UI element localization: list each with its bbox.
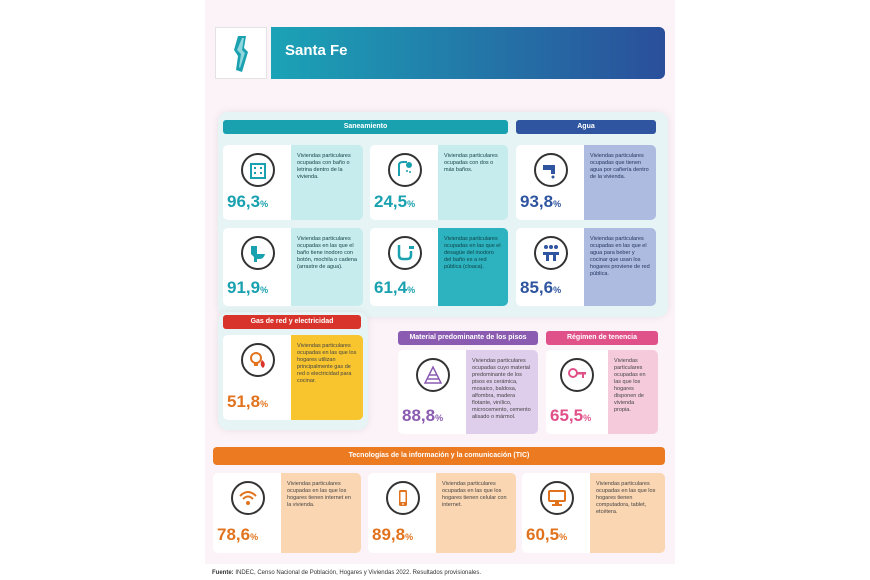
section-tic: Tecnologías de la información y la comun… [213, 447, 665, 465]
value-dos-banios: 24,5% [374, 192, 416, 211]
card-celular: 89,8% Viviendas particulares ocupadas en… [368, 473, 516, 553]
desc-computadora: Viviendas particulares ocupadas en las q… [596, 481, 656, 515]
card-banio-letrina: 96,3% Viviendas particulares ocupadas co… [223, 145, 363, 220]
card-pisos: 88,8% Viviendas particulares ocupadas cu… [398, 350, 538, 434]
desc-banio-letrina: Viviendas particulares ocupadas con baño… [297, 153, 351, 180]
card-computadora: 60,5% Viviendas particulares ocupadas en… [522, 473, 665, 553]
card-desague-cloaca: 61,4% Viviendas particulares ocupadas en… [370, 228, 508, 306]
desc-gas-red: Viviendas particulares ocupadas en las q… [297, 343, 357, 384]
desc-propia: Viviendas particulares ocupadas en las q… [614, 358, 646, 413]
shower-icon [388, 153, 422, 187]
floor-icon [416, 358, 450, 392]
card-dos-banios: 24,5% Viviendas particulares ocupadas co… [370, 145, 508, 220]
desc-pisos: Viviendas particulares ocupadas cuyo mat… [472, 358, 531, 420]
page-title: Santa Fe [285, 42, 348, 59]
card-agua-red-publica: 85,6% Viviendas particulares ocupadas en… [516, 228, 656, 306]
value-computadora: 60,5% [526, 525, 568, 544]
header-bar: Santa Fe [215, 27, 665, 79]
card-inodoro: 91,9% Viviendas particulares ocupadas en… [223, 228, 363, 306]
toilet-icon [241, 236, 275, 270]
desc-agua-red-publica: Viviendas particulares ocupadas en las q… [590, 236, 650, 277]
section-gas: Gas de red y electricidad [223, 315, 361, 329]
province-map-icon [215, 27, 267, 79]
title-banner: Santa Fe [271, 27, 665, 79]
source-footer: Fuente: INDEC, Censo Nacional de Poblaci… [212, 570, 481, 576]
source-text: INDEC, Censo Nacional de Población, Hoga… [235, 570, 482, 576]
source-label: Fuente: [212, 570, 234, 576]
desc-inodoro: Viviendas particulares ocupadas en las q… [297, 236, 357, 270]
value-gas-red: 51,8% [227, 392, 269, 411]
section-saneamiento: Saneamiento [223, 120, 508, 134]
key-icon [560, 358, 594, 392]
faucet-icon [534, 153, 568, 187]
pipe-icon [388, 236, 422, 270]
card-agua-caneria: 93,8% Viviendas particulares ocupadas qu… [516, 145, 656, 220]
mobile-phone-icon [386, 481, 420, 515]
desc-desague-cloaca: Viviendas particulares ocupadas en las q… [444, 236, 501, 270]
building-icon [241, 153, 275, 187]
value-internet: 78,6% [217, 525, 259, 544]
desc-celular: Viviendas particulares ocupadas en las q… [442, 481, 507, 508]
card-gas-red: 51,8% Viviendas particulares ocupadas en… [223, 335, 363, 420]
value-desague-cloaca: 61,4% [374, 278, 416, 297]
desc-internet: Viviendas particulares ocupadas en las q… [287, 481, 351, 508]
value-agua-red-publica: 85,6% [520, 278, 562, 297]
water-network-icon [534, 236, 568, 270]
gas-bulb-icon [241, 343, 275, 377]
section-agua: Agua [516, 120, 656, 134]
section-tenencia: Régimen de tenencia [546, 331, 658, 345]
value-celular: 89,8% [372, 525, 414, 544]
desc-agua-caneria: Viviendas particulares ocupadas que tien… [590, 153, 649, 180]
card-propia: 65,5% Viviendas particulares ocupadas en… [546, 350, 658, 434]
value-banio-letrina: 96,3% [227, 192, 269, 211]
desc-dos-banios: Viviendas particulares ocupadas con dos … [444, 153, 498, 173]
card-internet: 78,6% Viviendas particulares ocupadas en… [213, 473, 361, 553]
value-pisos: 88,8% [402, 406, 444, 425]
value-agua-caneria: 93,8% [520, 192, 562, 211]
section-pisos: Material predominante de los pisos [398, 331, 538, 345]
computer-icon [540, 481, 574, 515]
value-inodoro: 91,9% [227, 278, 269, 297]
value-propia: 65,5% [550, 406, 592, 425]
wifi-icon [231, 481, 265, 515]
